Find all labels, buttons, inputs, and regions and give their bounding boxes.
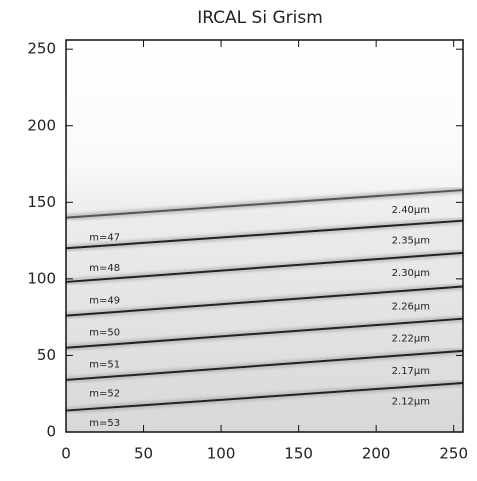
annotation: m=53 — [89, 418, 120, 429]
order-trace — [65, 219, 464, 250]
order-trace — [65, 317, 464, 349]
annotation: m=48 — [89, 263, 120, 274]
y-tick-label: 200 — [27, 116, 56, 134]
x-tick-label: 0 — [61, 445, 71, 463]
y-tick-label: 50 — [37, 346, 56, 364]
order-trace — [65, 382, 464, 412]
annotation: 2.22μm — [392, 334, 430, 345]
annotation: 2.35μm — [392, 236, 430, 247]
x-tick-label: 50 — [134, 445, 153, 463]
y-tick-label: 250 — [27, 40, 56, 58]
order-trace — [65, 349, 464, 381]
y-tick-label: 150 — [27, 193, 56, 211]
annotation: m=52 — [89, 389, 120, 400]
annotation: 2.26μm — [392, 301, 430, 312]
annotation: 2.30μm — [392, 268, 430, 279]
plot-frame — [65, 39, 464, 433]
x-tick-label: 250 — [439, 445, 468, 463]
x-tick-label: 200 — [362, 445, 391, 463]
annotation: m=50 — [89, 327, 120, 338]
x-tick-label: 100 — [207, 445, 236, 463]
y-tick-label: 100 — [27, 269, 56, 287]
chart-title: IRCAL Si Grism — [197, 8, 323, 28]
annotation: 2.12μm — [392, 396, 430, 407]
order-trace — [65, 189, 464, 219]
order-trace — [65, 251, 464, 283]
annotation: m=47 — [89, 233, 120, 244]
annotation: m=51 — [89, 360, 120, 371]
y-tick-label: 0 — [46, 423, 56, 441]
x-tick-label: 150 — [284, 445, 313, 463]
annotation: 2.17μm — [392, 366, 430, 377]
annotation: 2.40μm — [392, 205, 430, 216]
order-trace — [65, 285, 464, 317]
annotation: m=49 — [89, 295, 120, 306]
